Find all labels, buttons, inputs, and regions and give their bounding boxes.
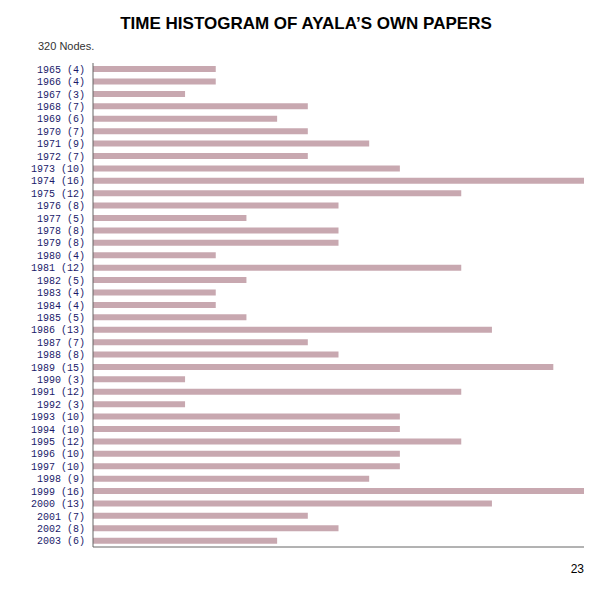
svg-text:2003 (6): 2003 (6) [37, 536, 85, 547]
html-text:TIME HISTOGRAM OF AYALA’S OWN: TIME HISTOGRAM OF AYALA’S OWN PAPERS [120, 14, 492, 33]
svg-text:1999 (16): 1999 (16) [31, 487, 85, 498]
svg-text:1968 (7): 1968 (7) [37, 102, 85, 113]
svg-text:1987 (7): 1987 (7) [37, 338, 85, 349]
svg-text:1995 (12): 1995 (12) [31, 437, 85, 448]
svg-text:1970 (7): 1970 (7) [37, 127, 85, 138]
svg-text:1976 (8): 1976 (8) [37, 201, 85, 212]
html-text:23: 23 [570, 562, 584, 576]
svg-text:1977 (5): 1977 (5) [37, 214, 85, 225]
svg-text:1982 (5): 1982 (5) [37, 276, 85, 287]
svg-text:1969 (6): 1969 (6) [37, 114, 85, 125]
svg-text:1966 (4): 1966 (4) [37, 77, 85, 88]
svg-text:1988 (8): 1988 (8) [37, 350, 85, 361]
svg-text:1992 (3): 1992 (3) [37, 400, 85, 411]
svg-text:1993 (10): 1993 (10) [31, 412, 85, 423]
svg-text:2000 (13): 2000 (13) [31, 499, 85, 510]
svg-text:1983 (4): 1983 (4) [37, 288, 85, 299]
svg-text:1985 (5): 1985 (5) [37, 313, 85, 324]
html-text:320 Nodes.: 320 Nodes. [38, 40, 95, 52]
svg-text:1978 (8): 1978 (8) [37, 226, 85, 237]
svg-text:1971 (9): 1971 (9) [37, 139, 85, 150]
svg-text:1972 (7): 1972 (7) [37, 152, 85, 163]
svg-text:1986 (13): 1986 (13) [31, 325, 85, 336]
svg-text:1967 (3): 1967 (3) [37, 90, 85, 101]
svg-text:1973 (10): 1973 (10) [31, 164, 85, 175]
svg-text:1975 (12): 1975 (12) [31, 189, 85, 200]
svg-text:1974 (16): 1974 (16) [31, 176, 85, 187]
svg-text:1979 (8): 1979 (8) [37, 238, 85, 249]
svg-text:2002 (8): 2002 (8) [37, 524, 85, 535]
svg-text:1989 (15): 1989 (15) [31, 363, 85, 374]
svg-text:1990 (3): 1990 (3) [37, 375, 85, 386]
svg-text:1998 (9): 1998 (9) [37, 474, 85, 485]
svg-text:1984 (4): 1984 (4) [37, 301, 85, 312]
svg-text:2001 (7): 2001 (7) [37, 512, 85, 523]
svg-text:1997 (10): 1997 (10) [31, 462, 85, 473]
svg-text:1994 (10): 1994 (10) [31, 425, 85, 436]
svg-text:1981 (12): 1981 (12) [31, 263, 85, 274]
svg-text:1965 (4): 1965 (4) [37, 65, 85, 76]
svg-text:1980 (4): 1980 (4) [37, 251, 85, 262]
svg-text:1991 (12): 1991 (12) [31, 387, 85, 398]
svg-text:1996 (10): 1996 (10) [31, 449, 85, 460]
